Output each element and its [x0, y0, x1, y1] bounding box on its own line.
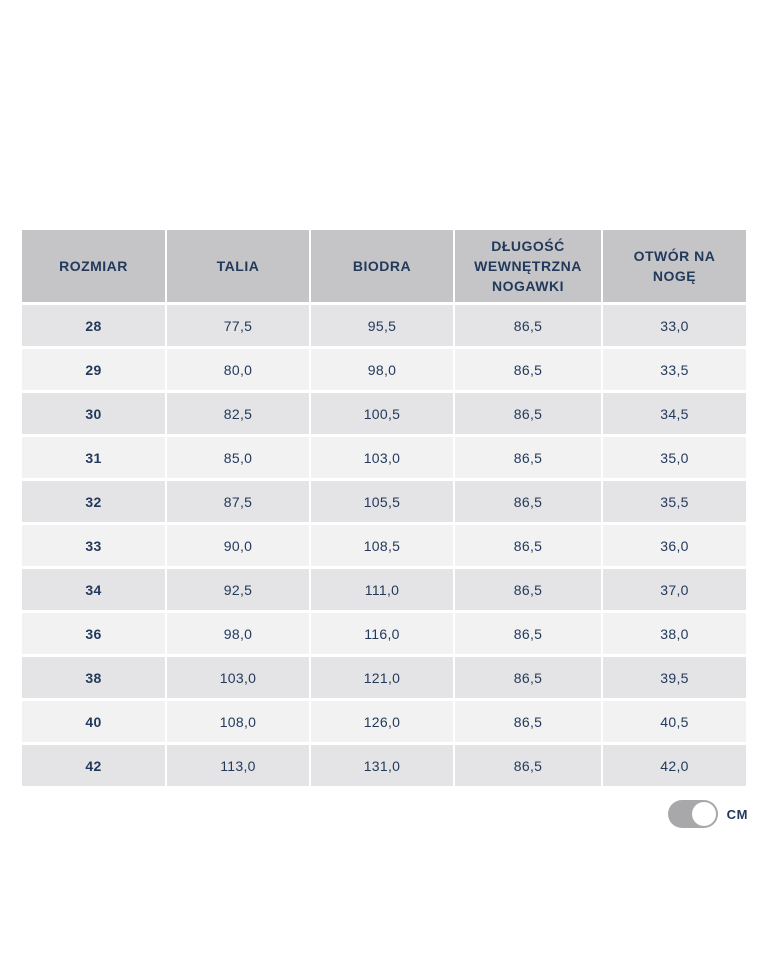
- unit-toggle-row: CM: [667, 800, 748, 828]
- table-row-size-40: 40 108,0 126,0 86,5 40,5: [22, 701, 746, 742]
- leg-opening-cell: 33,0: [603, 305, 746, 346]
- size-cell: 42: [22, 745, 165, 786]
- inseam-cell: 86,5: [455, 437, 601, 478]
- table-row-size-36: 36 98,0 116,0 86,5 38,0: [22, 613, 746, 654]
- leg-opening-cell: 35,0: [603, 437, 746, 478]
- table-row-size-31: 31 85,0 103,0 86,5 35,0: [22, 437, 746, 478]
- leg-opening-cell: 35,5: [603, 481, 746, 522]
- inseam-cell: 86,5: [455, 613, 601, 654]
- leg-opening-cell: 38,0: [603, 613, 746, 654]
- header-cell-rozmiar: ROZMIAR: [22, 230, 165, 302]
- talia-cell: 87,5: [167, 481, 309, 522]
- biodra-cell: 116,0: [311, 613, 453, 654]
- size-cell: 32: [22, 481, 165, 522]
- header-cell-biodra: BIODRA: [311, 230, 453, 302]
- biodra-cell: 126,0: [311, 701, 453, 742]
- size-cell: 40: [22, 701, 165, 742]
- inseam-cell: 86,5: [455, 701, 601, 742]
- biodra-cell: 131,0: [311, 745, 453, 786]
- toggle-thumb-icon: [691, 802, 716, 826]
- talia-cell: 85,0: [167, 437, 309, 478]
- biodra-cell: 111,0: [311, 569, 453, 610]
- talia-cell: 82,5: [167, 393, 309, 434]
- biodra-cell: 121,0: [311, 657, 453, 698]
- talia-cell: 90,0: [167, 525, 309, 566]
- table-row-size-42: 42 113,0 131,0 86,5 42,0: [22, 745, 746, 786]
- biodra-cell: 95,5: [311, 305, 453, 346]
- biodra-cell: 105,5: [311, 481, 453, 522]
- talia-cell: 80,0: [167, 349, 309, 390]
- talia-cell: 77,5: [167, 305, 309, 346]
- biodra-cell: 108,5: [311, 525, 453, 566]
- size-cell: 30: [22, 393, 165, 434]
- table-row-size-29: 29 80,0 98,0 86,5 33,5: [22, 349, 746, 390]
- leg-opening-cell: 39,5: [603, 657, 746, 698]
- biodra-cell: 103,0: [311, 437, 453, 478]
- inseam-cell: 86,5: [455, 745, 601, 786]
- inseam-cell: 86,5: [455, 393, 601, 434]
- size-table: ROZMIAR TALIA BIODRA DŁUGOŚĆ WEWNĘTRZNA …: [22, 230, 746, 786]
- biodra-cell: 100,5: [311, 393, 453, 434]
- size-cell: 34: [22, 569, 165, 610]
- leg-opening-cell: 34,5: [603, 393, 746, 434]
- table-row-size-38: 38 103,0 121,0 86,5 39,5: [22, 657, 746, 698]
- leg-opening-cell: 33,5: [603, 349, 746, 390]
- inseam-cell: 86,5: [455, 569, 601, 610]
- inseam-cell: 86,5: [455, 349, 601, 390]
- inseam-cell: 86,5: [455, 481, 601, 522]
- talia-cell: 108,0: [167, 701, 309, 742]
- leg-opening-cell: 40,5: [603, 701, 746, 742]
- talia-cell: 98,0: [167, 613, 309, 654]
- table-header-row: ROZMIAR TALIA BIODRA DŁUGOŚĆ WEWNĘTRZNA …: [22, 230, 746, 302]
- talia-cell: 92,5: [167, 569, 309, 610]
- inseam-cell: 86,5: [455, 657, 601, 698]
- size-cell: 38: [22, 657, 165, 698]
- inseam-cell: 86,5: [455, 525, 601, 566]
- table-row-size-32: 32 87,5 105,5 86,5 35,5: [22, 481, 746, 522]
- leg-opening-cell: 37,0: [603, 569, 746, 610]
- unit-label: CM: [726, 806, 748, 822]
- size-cell: 31: [22, 437, 165, 478]
- leg-opening-cell: 42,0: [603, 745, 746, 786]
- header-cell-talia: TALIA: [167, 230, 309, 302]
- table-row-size-30: 30 82,5 100,5 86,5 34,5: [22, 393, 746, 434]
- size-cell: 36: [22, 613, 165, 654]
- table-row-size-33: 33 90,0 108,5 86,5 36,0: [22, 525, 746, 566]
- size-cell: 29: [22, 349, 165, 390]
- size-cell: 33: [22, 525, 165, 566]
- table-row-size-28: 28 77,5 95,5 86,5 33,0: [22, 305, 746, 346]
- table-row-size-34: 34 92,5 111,0 86,5 37,0: [22, 569, 746, 610]
- header-cell-dlugosc-wewnetrzna-nogawki: DŁUGOŚĆ WEWNĘTRZNA NOGAWKI: [455, 230, 601, 302]
- size-cell: 28: [22, 305, 165, 346]
- talia-cell: 103,0: [167, 657, 309, 698]
- biodra-cell: 98,0: [311, 349, 453, 390]
- unit-toggle[interactable]: [667, 800, 718, 828]
- header-cell-otwor-na-noge: OTWÓR NA NOGĘ: [603, 230, 746, 302]
- talia-cell: 113,0: [167, 745, 309, 786]
- leg-opening-cell: 36,0: [603, 525, 746, 566]
- inseam-cell: 86,5: [455, 305, 601, 346]
